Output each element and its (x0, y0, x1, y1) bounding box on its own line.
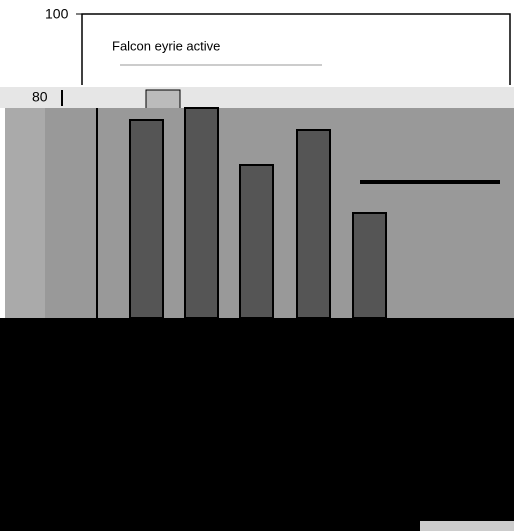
box (146, 90, 180, 110)
dark-region (0, 318, 514, 531)
axis-strip (5, 108, 45, 318)
band (0, 87, 514, 108)
page: 100 Falcon eyrie active 80 (() => { cons… (0, 0, 514, 531)
bar (353, 213, 386, 318)
bar (185, 108, 218, 318)
bar (297, 130, 330, 318)
screenshot: 100 Falcon eyrie active 80 (0, 0, 514, 531)
bar (240, 165, 273, 318)
y-tick-label: 100 (45, 6, 69, 22)
y-tick-label: 80 (32, 89, 48, 105)
bar (130, 120, 163, 318)
box (420, 521, 514, 531)
legend-label: Falcon eyrie active (112, 38, 220, 53)
